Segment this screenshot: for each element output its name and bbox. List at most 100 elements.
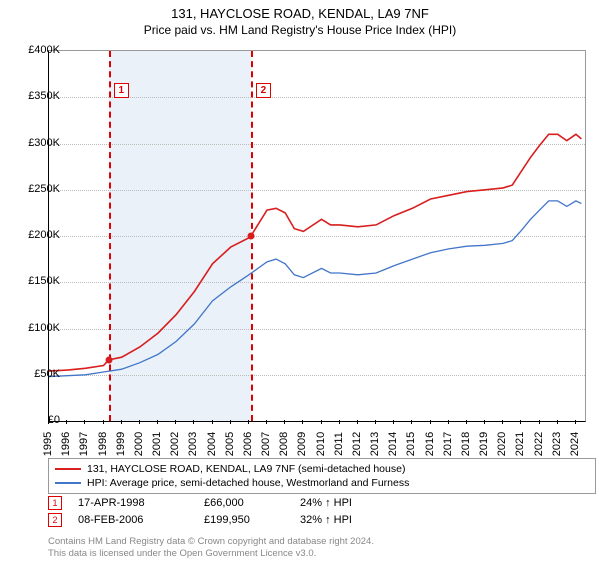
x-axis-tick (66, 420, 67, 424)
x-axis-label: 1999 (115, 432, 127, 456)
x-axis-tick (339, 420, 340, 424)
transaction-marker-label: 2 (256, 83, 271, 98)
transaction-date: 08-FEB-2006 (78, 514, 188, 526)
y-axis-label: £150K (10, 275, 60, 287)
x-axis-label: 2019 (478, 432, 490, 456)
x-axis-tick (157, 420, 158, 424)
x-axis-tick (357, 420, 358, 424)
x-axis-tick (175, 420, 176, 424)
x-axis-tick (557, 420, 558, 424)
footer-attribution: Contains HM Land Registry data © Crown c… (48, 536, 374, 560)
x-axis-label: 2001 (151, 432, 163, 456)
y-axis-label: £400K (10, 44, 60, 56)
x-axis-tick (193, 420, 194, 424)
transaction-hpi-delta: 32% ↑ HPI (300, 514, 390, 526)
x-axis-label: 2013 (369, 432, 381, 456)
x-axis-tick (448, 420, 449, 424)
series-hpi-line (49, 201, 581, 377)
footer-line1: Contains HM Land Registry data © Crown c… (48, 536, 374, 548)
y-axis-label: £250K (10, 183, 60, 195)
x-axis-label: 2005 (224, 432, 236, 456)
x-axis-tick (302, 420, 303, 424)
page-subtitle: Price paid vs. HM Land Registry's House … (0, 23, 600, 37)
x-axis-label: 2004 (206, 432, 218, 456)
x-axis-label: 2022 (533, 432, 545, 456)
transaction-date: 17-APR-1998 (78, 497, 188, 509)
x-axis-tick (121, 420, 122, 424)
x-axis-label: 1998 (97, 432, 109, 456)
x-axis-tick (502, 420, 503, 424)
x-axis-label: 2020 (496, 432, 508, 456)
transaction-table: 117-APR-1998£66,00024% ↑ HPI208-FEB-2006… (48, 496, 390, 530)
x-axis-label: 2024 (569, 432, 581, 456)
x-axis-tick (212, 420, 213, 424)
x-axis-tick (575, 420, 576, 424)
chart-lines (49, 51, 585, 421)
x-axis-tick (266, 420, 267, 424)
transaction-vline (109, 51, 111, 421)
x-axis-tick (393, 420, 394, 424)
y-axis-label: £50K (10, 368, 60, 380)
x-axis-tick (139, 420, 140, 424)
x-axis-label: 2011 (333, 432, 345, 456)
legend-swatch-property (55, 468, 81, 470)
x-axis-label: 2017 (442, 432, 454, 456)
legend-item-property: 131, HAYCLOSE ROAD, KENDAL, LA9 7NF (sem… (55, 462, 589, 476)
x-axis-tick (484, 420, 485, 424)
x-axis-label: 1996 (60, 432, 72, 456)
legend-swatch-hpi (55, 482, 81, 484)
x-axis-tick (284, 420, 285, 424)
transaction-row: 208-FEB-2006£199,95032% ↑ HPI (48, 513, 390, 527)
x-axis-label: 1997 (78, 432, 90, 456)
transaction-index-box: 1 (48, 496, 62, 510)
series-property-line (49, 134, 581, 371)
transaction-hpi-delta: 24% ↑ HPI (300, 497, 390, 509)
x-axis-label: 2008 (278, 432, 290, 456)
legend-item-hpi: HPI: Average price, semi-detached house,… (55, 476, 589, 490)
transaction-price: £199,950 (204, 514, 284, 526)
y-axis-label: £100K (10, 322, 60, 334)
x-axis-tick (466, 420, 467, 424)
x-axis-label: 2006 (242, 432, 254, 456)
x-axis-label: 1995 (42, 432, 54, 456)
transaction-price: £66,000 (204, 497, 284, 509)
chart-plot: 12 (48, 50, 586, 422)
x-axis-label: 2015 (405, 432, 417, 456)
x-axis-label: 2014 (387, 432, 399, 456)
page-title: 131, HAYCLOSE ROAD, KENDAL, LA9 7NF (0, 6, 600, 21)
x-axis-tick (321, 420, 322, 424)
x-axis-label: 2000 (133, 432, 145, 456)
x-axis-label: 2003 (187, 432, 199, 456)
x-axis-tick (539, 420, 540, 424)
transaction-marker-label: 1 (114, 83, 129, 98)
x-axis-tick (230, 420, 231, 424)
x-axis-tick (48, 420, 49, 424)
legend-label-property: 131, HAYCLOSE ROAD, KENDAL, LA9 7NF (sem… (87, 462, 405, 476)
x-axis-tick (103, 420, 104, 424)
y-axis-label: £350K (10, 90, 60, 102)
footer-line2: This data is licensed under the Open Gov… (48, 548, 374, 560)
x-axis-label: 2002 (169, 432, 181, 456)
legend-label-hpi: HPI: Average price, semi-detached house,… (87, 476, 409, 490)
y-axis-label: £0 (10, 414, 60, 426)
x-axis-tick (248, 420, 249, 424)
y-axis-label: £300K (10, 137, 60, 149)
x-axis-label: 2010 (315, 432, 327, 456)
x-axis-label: 2012 (351, 432, 363, 456)
x-axis-tick (84, 420, 85, 424)
y-axis-label: £200K (10, 229, 60, 241)
transaction-row: 1 17-APR-1998 £66,000 24% ↑ HPI (48, 496, 390, 510)
x-axis-tick (375, 420, 376, 424)
x-axis-tick (520, 420, 521, 424)
x-axis-label: 2023 (551, 432, 563, 456)
x-axis-label: 2021 (514, 432, 526, 456)
x-axis-tick (411, 420, 412, 424)
legend: 131, HAYCLOSE ROAD, KENDAL, LA9 7NF (sem… (48, 458, 596, 494)
x-axis-label: 2009 (296, 432, 308, 456)
transaction-point (105, 356, 112, 363)
transaction-point (247, 233, 254, 240)
x-axis-label: 2018 (460, 432, 472, 456)
x-axis-label: 2007 (260, 432, 272, 456)
x-axis-tick (430, 420, 431, 424)
x-axis-label: 2016 (424, 432, 436, 456)
